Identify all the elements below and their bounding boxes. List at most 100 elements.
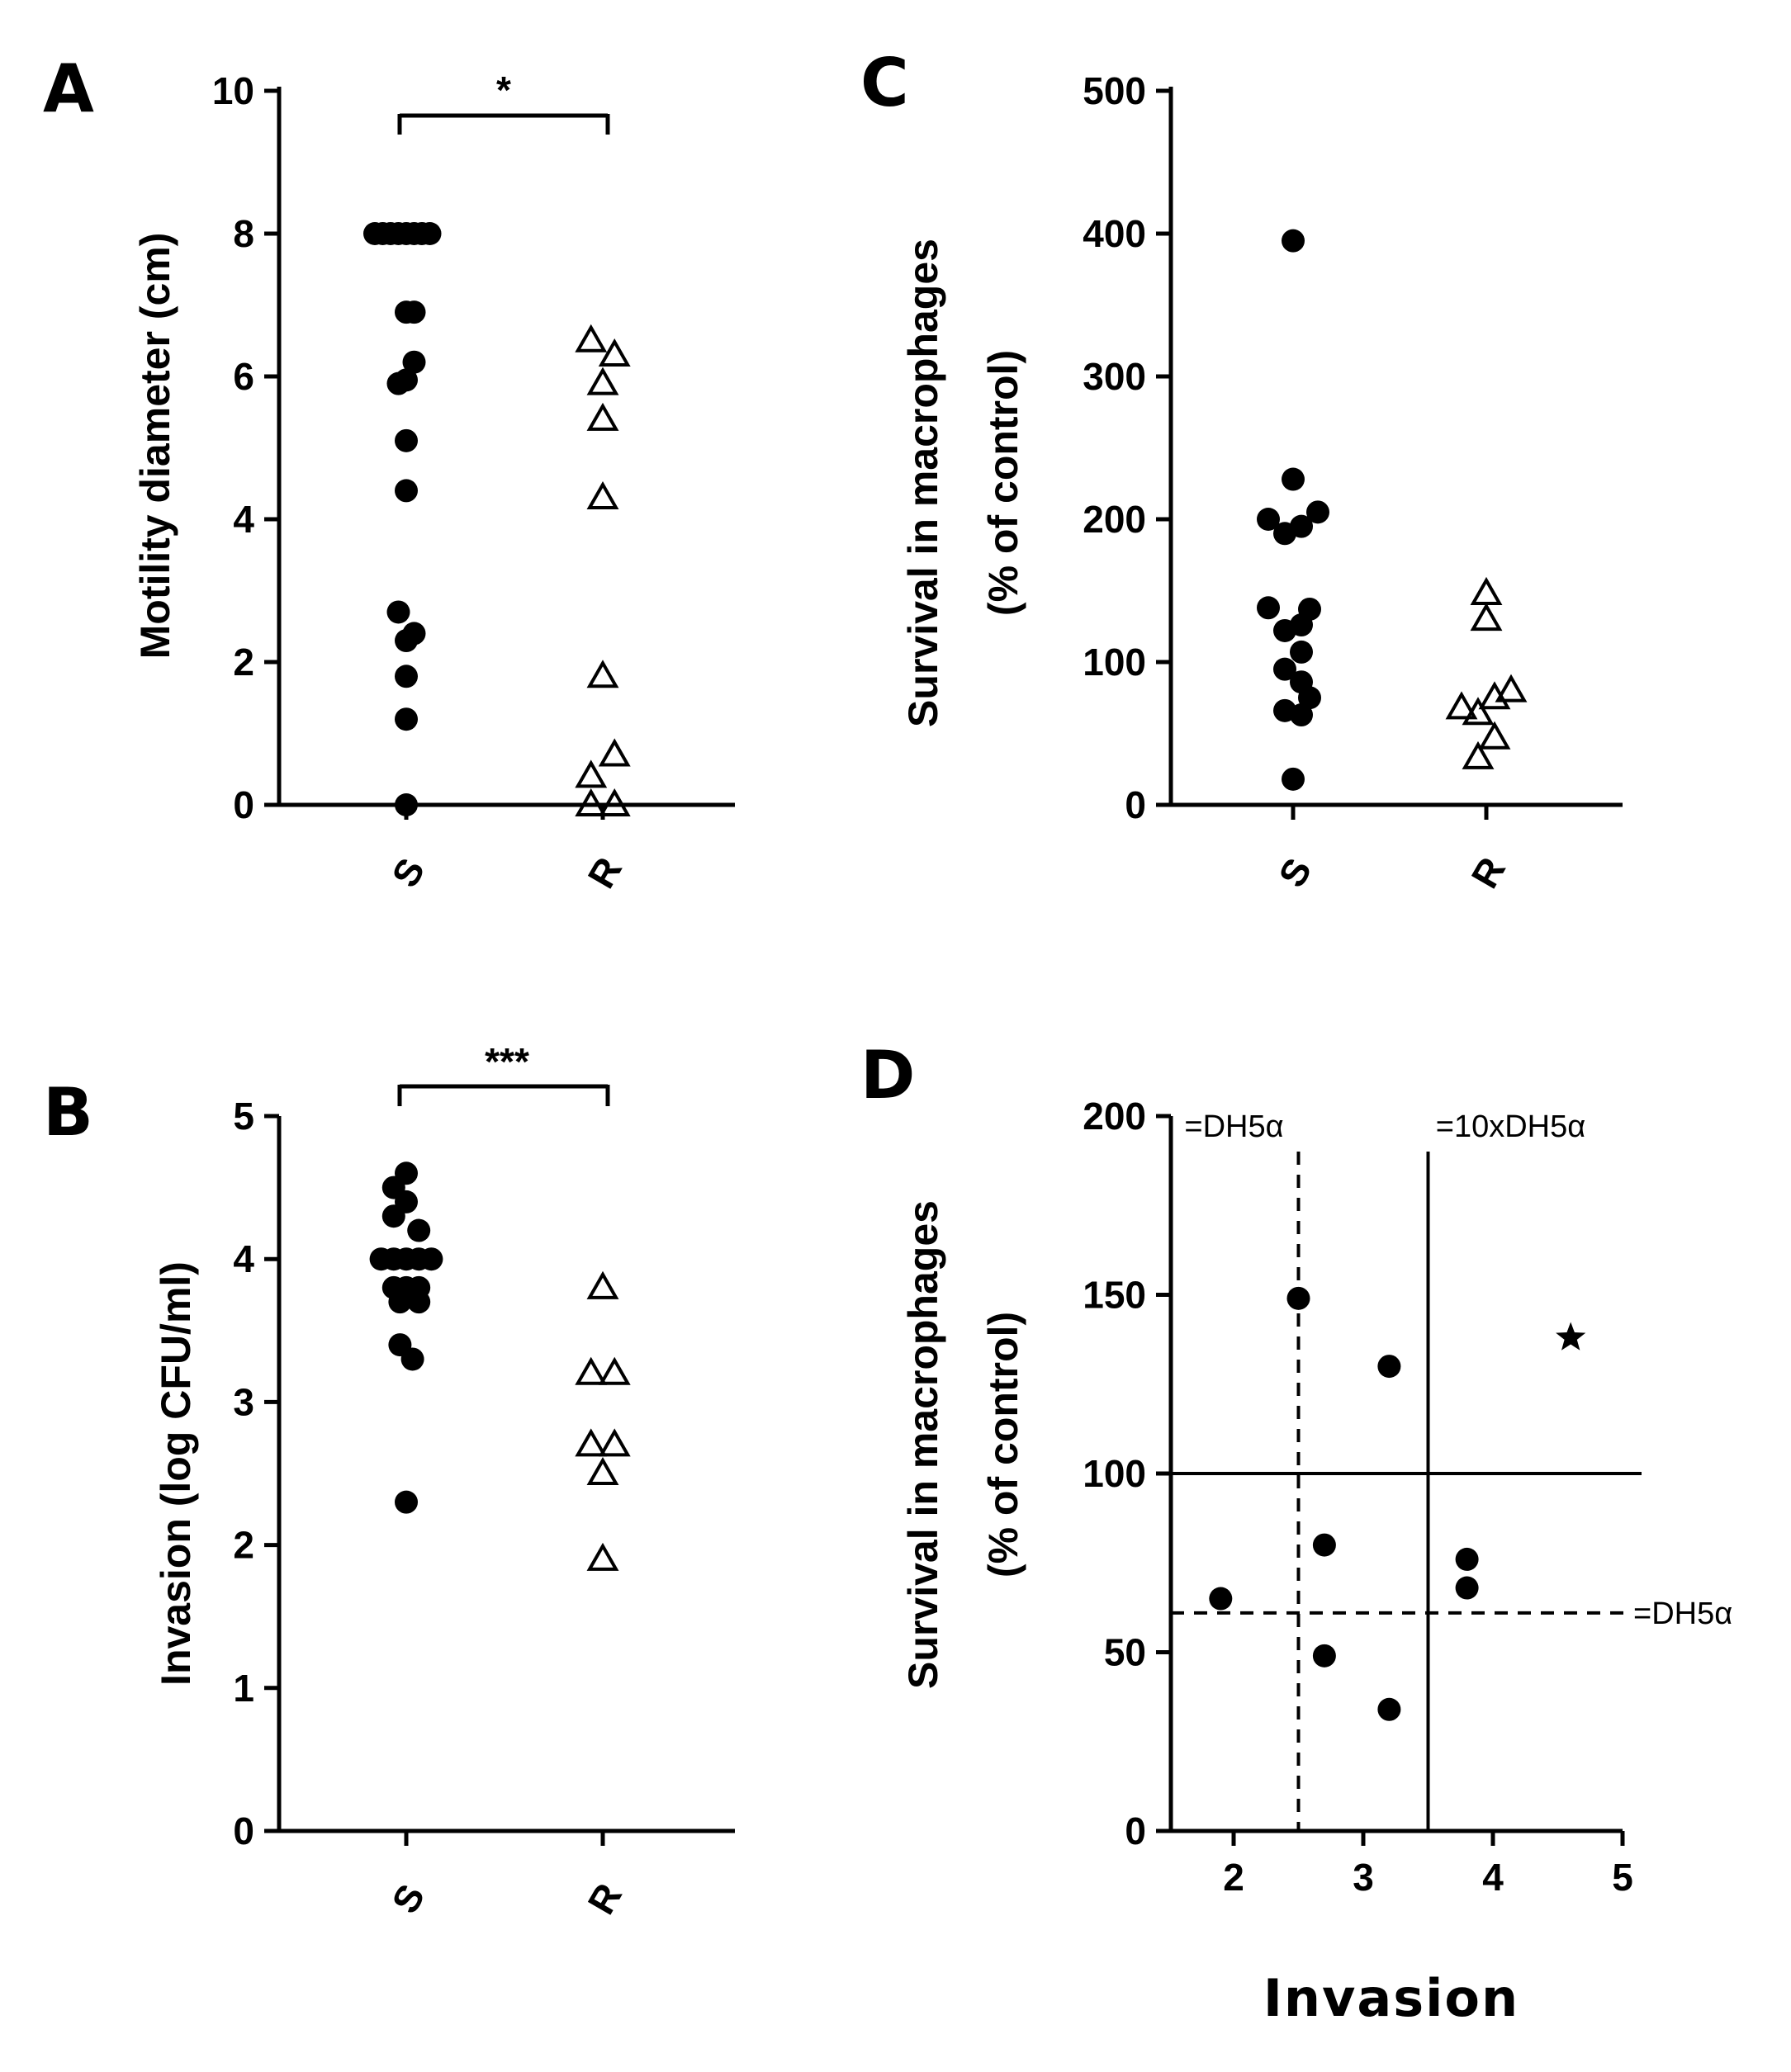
panel-letter-a: A bbox=[43, 50, 94, 127]
data-point-triangle bbox=[586, 1542, 619, 1571]
data-point-triangle bbox=[575, 324, 608, 352]
x-axis-title: Invasion bbox=[1263, 1968, 1519, 2028]
data-point-circle bbox=[419, 1247, 443, 1271]
reference-lines: =DH5α =10xDH5α =DH5α bbox=[1171, 1109, 1732, 1831]
data-point-circle bbox=[402, 350, 426, 374]
data-point-circle bbox=[1298, 597, 1321, 621]
x-tick-label: 5 bbox=[1612, 1856, 1633, 1899]
significance-bracket: * bbox=[397, 69, 610, 135]
data-point-triangle bbox=[598, 738, 631, 767]
y-axis-title-line-1: Survival in macrophages bbox=[900, 239, 946, 727]
data-point-circle bbox=[1282, 467, 1305, 491]
data-point-circle bbox=[1286, 1286, 1310, 1310]
y-tick-label: 6 bbox=[233, 355, 254, 398]
data-point-circle bbox=[1306, 500, 1329, 524]
y-tick-label: 8 bbox=[233, 212, 254, 255]
y-tick-label: 1 bbox=[233, 1667, 254, 1710]
y-tick-label: 150 bbox=[1083, 1274, 1146, 1317]
significance-bracket: *** bbox=[397, 1040, 610, 1106]
y-tick-label: 0 bbox=[1125, 1809, 1146, 1852]
data-point-circle bbox=[395, 793, 418, 816]
data-points bbox=[369, 1161, 631, 1571]
x-ticks: 2 3 4 5 bbox=[1223, 1831, 1633, 1899]
data-point-circle bbox=[1282, 767, 1305, 791]
data-point-circle bbox=[1257, 596, 1280, 620]
y-axis-title: Invasion (log CFU/ml) bbox=[153, 1261, 199, 1686]
y-tick-label: 10 bbox=[212, 69, 254, 112]
data-points bbox=[1257, 229, 1528, 791]
data-point-circle bbox=[1282, 229, 1305, 253]
data-point-circle bbox=[386, 600, 410, 624]
y-tick-label: 3 bbox=[233, 1380, 254, 1423]
significance-label: * bbox=[496, 69, 511, 111]
data-point-circle bbox=[1290, 640, 1313, 664]
y-tick-label: 300 bbox=[1083, 355, 1146, 398]
data-point-triangle bbox=[1445, 691, 1478, 720]
data-point-triangle bbox=[575, 1428, 608, 1457]
data-point-triangle bbox=[1470, 603, 1503, 632]
star-point bbox=[1556, 1322, 1586, 1351]
y-tick-label: 4 bbox=[233, 1237, 254, 1280]
data-point-triangle bbox=[1462, 697, 1495, 726]
x-tick-label: 2 bbox=[1223, 1856, 1244, 1899]
y-tick-label: 100 bbox=[1083, 1452, 1146, 1495]
panel-letter-b: B bbox=[43, 1074, 93, 1151]
data-point-circle bbox=[1273, 657, 1296, 681]
data-point-circle bbox=[388, 1290, 412, 1314]
x-tick-label: S bbox=[383, 1877, 433, 1921]
data-point-circle bbox=[1312, 1644, 1336, 1668]
data-point-circle bbox=[1209, 1587, 1233, 1611]
x-tick-label: S bbox=[383, 851, 433, 895]
y-ticks: 0 100 200 300 400 500 bbox=[1083, 69, 1171, 826]
panel-letter-c: C bbox=[860, 45, 909, 121]
data-point-circle bbox=[395, 1490, 418, 1514]
y-tick-label: 400 bbox=[1083, 212, 1146, 255]
data-point-triangle bbox=[586, 1456, 619, 1485]
reference-line-label: =DH5α bbox=[1633, 1597, 1732, 1631]
data-point-circle bbox=[395, 665, 418, 688]
data-point-circle bbox=[1257, 508, 1280, 531]
y-tick-label: 2 bbox=[233, 1524, 254, 1567]
data-point-triangle bbox=[1478, 721, 1511, 750]
data-point-circle bbox=[1290, 703, 1313, 727]
data-point-triangle bbox=[598, 338, 631, 367]
data-point-triangle bbox=[575, 759, 608, 788]
y-tick-label: 200 bbox=[1083, 1095, 1146, 1138]
data-point-triangle bbox=[598, 788, 631, 816]
y-tick-label: 500 bbox=[1083, 69, 1146, 112]
y-tick-label: 0 bbox=[1125, 783, 1146, 826]
data-point-circle bbox=[1312, 1533, 1336, 1557]
x-tick-label: R bbox=[579, 1876, 630, 1922]
y-ticks: 0 2 4 6 8 10 bbox=[212, 69, 279, 826]
data-point-triangle bbox=[1462, 740, 1495, 769]
data-point-circle bbox=[400, 1347, 424, 1371]
y-ticks: 0 1 2 3 4 5 bbox=[233, 1095, 279, 1852]
data-point-circle bbox=[1298, 686, 1321, 710]
y-axis-title-line-1: Survival in macrophages bbox=[900, 1200, 946, 1689]
data-point-circle bbox=[1377, 1697, 1401, 1721]
data-points bbox=[363, 222, 631, 816]
data-point-triangle bbox=[575, 1356, 608, 1385]
y-tick-label: 200 bbox=[1083, 498, 1146, 541]
data-point-triangle bbox=[586, 1270, 619, 1299]
data-point-triangle bbox=[598, 1428, 631, 1457]
y-tick-label: 5 bbox=[233, 1095, 254, 1138]
panel-letter-d: D bbox=[860, 1037, 915, 1114]
y-axis-title-line-2: (% of control) bbox=[980, 350, 1026, 616]
x-tick-label: R bbox=[579, 850, 630, 896]
data-point-triangle bbox=[586, 402, 619, 431]
data-point-triangle bbox=[1495, 674, 1528, 702]
y-tick-label: 100 bbox=[1083, 641, 1146, 684]
data-point-triangle bbox=[598, 1356, 631, 1385]
x-tick-label: S bbox=[1270, 851, 1320, 895]
data-points bbox=[1209, 1286, 1586, 1721]
y-tick-label: 2 bbox=[233, 641, 254, 684]
data-point-circle bbox=[418, 222, 442, 245]
data-point-circle bbox=[1455, 1547, 1479, 1571]
